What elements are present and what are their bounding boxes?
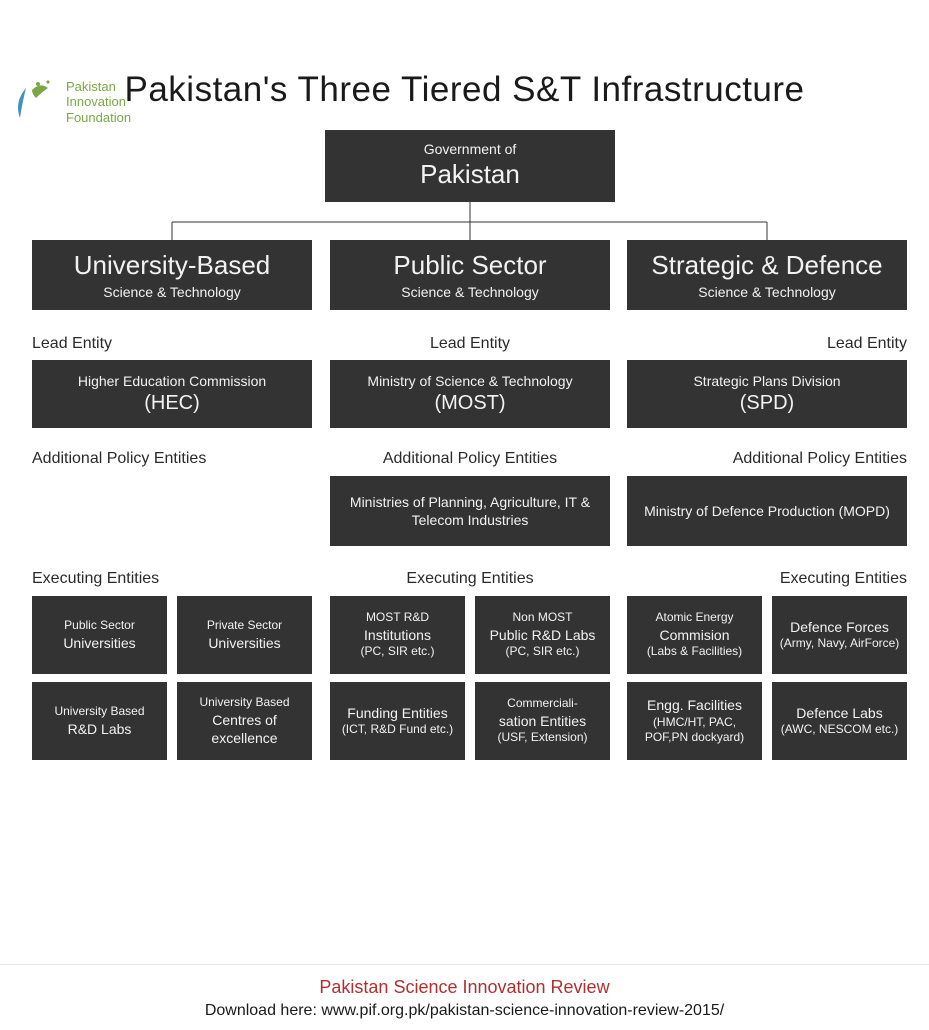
col2-lead-box: Ministry of Science & Technology(MOST)	[330, 360, 610, 428]
col3-header: Strategic & DefenceScience & Technology	[627, 240, 907, 310]
logo-line3: Foundation	[66, 110, 131, 126]
col1-lead-label: Lead Entity	[32, 335, 312, 353]
col1-exec-3: University BasedCentres ofexcellence	[177, 682, 312, 760]
footer-link: Download here: www.pif.org.pk/pakistan-s…	[0, 1002, 929, 1020]
col3-lead-label: Lead Entity	[627, 335, 907, 353]
col2-exec-0: MOST R&DInstitutions(PC, SIR etc.)	[330, 596, 465, 674]
footer: Pakistan Science Innovation Review Downl…	[0, 964, 929, 1020]
logo-text: Pakistan Innovation Foundation	[66, 79, 131, 126]
col1-exec-0: Public SectorUniversities	[32, 596, 167, 674]
col3-exec-label: Executing Entities	[627, 570, 907, 588]
col2-exec-3: Commerciali-sation Entities(USF, Extensi…	[475, 682, 610, 760]
col3-exec-2: Engg. Facilities(HMC/HT, PAC, POF,PN doc…	[627, 682, 762, 760]
col2-exec-2: Funding Entities(ICT, R&D Fund etc.)	[330, 682, 465, 760]
col2-header: Public SectorScience & Technology	[330, 240, 610, 310]
col3-exec-0: Atomic EnergyCommision(Labs & Facilities…	[627, 596, 762, 674]
col1-header: University-BasedScience & Technology	[32, 240, 312, 310]
col1-exec-1: Private SectorUniversities	[177, 596, 312, 674]
col3-exec-3: Defence Labs(AWC, NESCOM etc.)	[772, 682, 907, 760]
page-title: Pakistan's Three Tiered S&T Infrastructu…	[0, 70, 929, 110]
col2-exec-label: Executing Entities	[330, 570, 610, 588]
col3-policy-label: Additional Policy Entities	[627, 450, 907, 468]
col2-policy-label: Additional Policy Entities	[330, 450, 610, 468]
root-box: Government ofPakistan	[325, 130, 615, 202]
col2-lead-label: Lead Entity	[330, 335, 610, 353]
col1-exec-2: University BasedR&D Labs	[32, 682, 167, 760]
col2-policy-box: Ministries of Planning, Agriculture, IT …	[330, 476, 610, 546]
col1-exec-label: Executing Entities	[32, 570, 312, 588]
logo-icon	[12, 78, 60, 126]
footer-title: Pakistan Science Innovation Review	[0, 977, 929, 998]
col1-lead-box: Higher Education Commission(HEC)	[32, 360, 312, 428]
col1-policy-label: Additional Policy Entities	[32, 450, 312, 468]
col2-exec-1: Non MOSTPublic R&D Labs(PC, SIR etc.)	[475, 596, 610, 674]
logo-line1: Pakistan	[66, 79, 131, 95]
col3-exec-1: Defence Forces(Army, Navy, AirForce)	[772, 596, 907, 674]
col3-lead-box: Strategic Plans Division(SPD)	[627, 360, 907, 428]
col3-policy-box: Ministry of Defence Production (MOPD)	[627, 476, 907, 546]
org-chart: Government ofPakistanUniversity-BasedSci…	[0, 130, 929, 780]
logo-line2: Innovation	[66, 94, 131, 110]
pif-logo: Pakistan Innovation Foundation	[12, 78, 131, 126]
